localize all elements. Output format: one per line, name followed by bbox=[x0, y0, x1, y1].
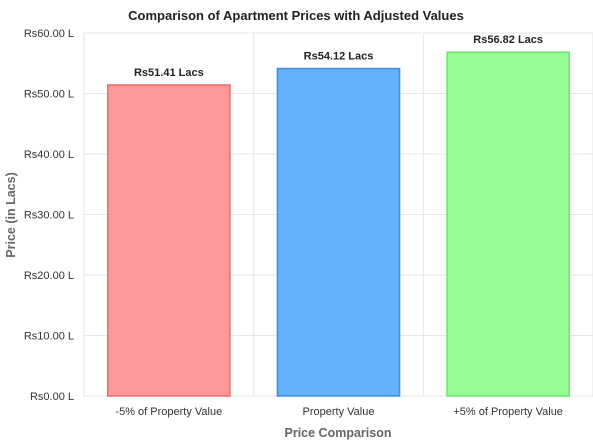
y-axis-title: Price (in Lacs) bbox=[4, 172, 18, 257]
y-tick-label-0: Rs0.00 L bbox=[30, 391, 74, 403]
bar-0 bbox=[107, 84, 231, 397]
y-tick-label-3: Rs30.00 L bbox=[24, 210, 74, 222]
y-tick-label-6: Rs60.00 L bbox=[24, 28, 74, 40]
y-tick-label-1: Rs10.00 L bbox=[24, 331, 74, 343]
y-tick-label-2: Rs20.00 L bbox=[24, 270, 74, 282]
data-label-2: Rs56.82 Lacs bbox=[473, 34, 543, 46]
x-tick-label-0: -5% of Property Value bbox=[115, 406, 222, 418]
chart-title: Comparison of Apartment Prices with Adju… bbox=[128, 8, 464, 23]
y-tick-label-4: Rs40.00 L bbox=[24, 149, 74, 161]
chart-bars bbox=[107, 51, 570, 397]
x-tick-label-1: Property Value bbox=[303, 406, 375, 418]
bar-2 bbox=[446, 51, 570, 397]
x-tick-label-2: +5% of Property Value bbox=[453, 406, 563, 418]
y-axis-ticks: Rs0.00 L Rs10.00 L Rs20.00 L Rs30.00 L Rs40.… bbox=[24, 28, 74, 403]
bar-1 bbox=[276, 67, 401, 397]
data-label-1: Rs54.12 Lacs bbox=[304, 51, 374, 63]
data-labels: Rs51.41 Lacs Rs54.12 Lacs Rs56.82 Lacs bbox=[134, 34, 543, 79]
data-label-0: Rs51.41 Lacs bbox=[134, 67, 204, 79]
x-axis-title: Price Comparison bbox=[285, 426, 392, 440]
y-tick-label-5: Rs50.00 L bbox=[24, 89, 74, 101]
x-axis-ticks: -5% of Property Value Property Value +5% o… bbox=[115, 406, 563, 418]
